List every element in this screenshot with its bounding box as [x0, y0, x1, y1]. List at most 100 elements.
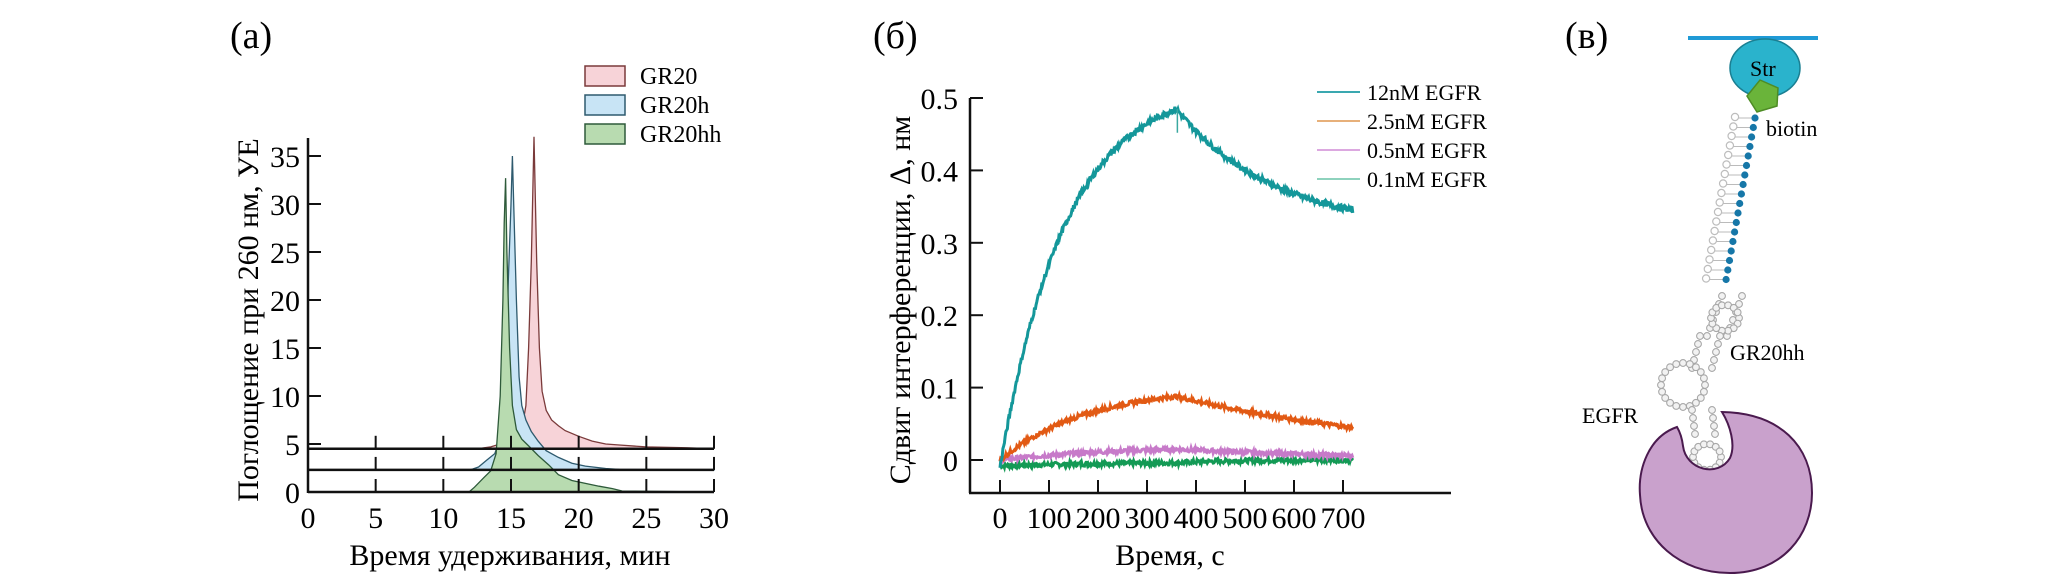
biotin-shape — [1746, 79, 1779, 113]
x-tick-label: 25 — [631, 502, 661, 535]
aptamer-nucleotide — [1723, 150, 1733, 160]
y-axis-title-b: Сдвиг интерференции, Δ, нм — [884, 116, 917, 484]
y-tick-label: 25 — [270, 237, 300, 270]
x-tick-label: 20 — [564, 502, 594, 535]
aptamer-nucleotide — [1710, 226, 1719, 236]
aptamer-nucleotide — [1705, 255, 1714, 264]
aptamer-nucleotide — [1691, 398, 1700, 407]
x-tick-label: 15 — [496, 502, 526, 535]
linker-nucleotide — [1725, 256, 1734, 265]
x-axis-title-a: Время удерживания, мин — [349, 539, 670, 572]
x-tick-label: 5 — [368, 502, 383, 535]
aptamer-nucleotide — [1727, 131, 1736, 141]
panel-label-b: (б) — [873, 15, 918, 57]
x-tick-label: 300 — [1125, 502, 1170, 535]
x-axis-title-b: Время, с — [1115, 539, 1224, 572]
aptamer-nucleotide — [1703, 264, 1713, 274]
aptamer-nucleotide — [1688, 406, 1696, 414]
aptamer-nucleotide — [1708, 236, 1718, 245]
area-series-gr20h — [307, 155, 715, 471]
aptamer-nucleotide — [1689, 414, 1697, 422]
aptamer-nucleotide — [1694, 340, 1702, 348]
linker-nucleotide — [1729, 237, 1737, 246]
aptamer-nucleotide — [1696, 393, 1705, 402]
aptamer-nucleotide — [1685, 360, 1694, 369]
y-tick-label: 0.4 — [921, 155, 959, 188]
aptamer-nucleotide — [1661, 393, 1670, 402]
legend-b: 12nM EGFR 2.5nM EGFR 0.5nM EGFR 0.1nM EGFR — [1317, 80, 1487, 192]
aptamer-nucleotide — [1718, 292, 1726, 300]
aptamer-nucleotide — [1696, 332, 1704, 340]
egfr-protein-shape — [1638, 410, 1814, 575]
y-tick-label: 0.2 — [921, 300, 959, 333]
x-tick-label: 100 — [1027, 502, 1072, 535]
y-tick-label: 35 — [270, 141, 300, 174]
linker-nucleotide — [1724, 266, 1732, 274]
aptamer-nucleotide — [1679, 403, 1687, 411]
linker-nucleotide — [1749, 123, 1757, 132]
chart-b: 00.10.20.30.40.5 0 100 200 300 400 500 600 700 … — [884, 80, 1487, 572]
y-axis-title-a: Поглощение при 260 нм, УЕ — [232, 138, 265, 501]
aptamer-nucleotide — [1735, 300, 1743, 308]
aptamer-nucleotide — [1703, 332, 1711, 340]
aptamer-nucleotide — [1712, 217, 1721, 226]
aptamer-nucleotide — [1706, 245, 1716, 255]
legend-label-gr20h: GR20h — [640, 93, 709, 119]
panel-label-a: (а) — [230, 15, 272, 57]
aptamer-nucleotide — [1716, 332, 1724, 340]
aptamer-nucleotide — [1712, 348, 1720, 356]
aptamer-nucleotide — [1672, 360, 1681, 369]
aptamer-nucleotide — [1709, 414, 1717, 422]
aptamer-nucleotide — [1699, 387, 1708, 396]
x-tick-label: 30 — [699, 502, 729, 535]
linker-nucleotide — [1741, 171, 1749, 179]
linker-nucleotide — [1731, 228, 1739, 236]
x-tick-label: 10 — [428, 502, 458, 535]
legend-label-2: 0.5nM EGFR — [1367, 138, 1487, 163]
legend-label-gr20: GR20 — [640, 64, 697, 90]
aptamer-nucleotide — [1722, 160, 1731, 169]
aptamer-nucleotide — [1730, 112, 1740, 122]
aptamer-nucleotide — [1717, 188, 1726, 198]
aptamer-nucleotide — [1710, 356, 1718, 364]
biotin-label: biotin — [1766, 116, 1817, 141]
x-tick-label: 600 — [1272, 502, 1317, 535]
aptamer-nucleotide — [1679, 359, 1687, 367]
aptamer-nucleotide — [1725, 141, 1735, 150]
aptamer-nucleotide — [1733, 308, 1742, 317]
linker-nucleotide — [1748, 133, 1756, 141]
aptamer-nucleotide — [1708, 364, 1716, 372]
aptamer-nucleotide — [1729, 122, 1738, 131]
line-series-12nm-egfr — [998, 104, 1355, 468]
streptavidin-label: Str — [1750, 56, 1776, 81]
x-tick-label: 500 — [1223, 502, 1268, 535]
legend-swatch-gr20 — [584, 65, 626, 87]
aptamer-nucleotide — [1701, 381, 1709, 389]
linker-nucleotide — [1722, 275, 1730, 284]
aptamer-nucleotide — [1718, 179, 1728, 188]
y-tick-label: 0 — [943, 445, 958, 478]
aptamer-nucleotide — [1696, 368, 1705, 377]
aptamer-nucleotide — [1666, 363, 1675, 372]
aptamer-nucleotide — [1691, 363, 1700, 372]
aptamer-nucleotide — [1658, 374, 1667, 383]
y-tick-label: 20 — [270, 285, 300, 318]
aptamer-nucleotide — [1658, 387, 1667, 396]
y-tick-label: 0.5 — [921, 83, 959, 116]
aptamer-nucleotide — [1714, 340, 1722, 348]
legend-swatch-gr20h — [584, 94, 626, 116]
aptamer-nucleotide — [1691, 430, 1699, 438]
aptamer-nucleotide — [1738, 292, 1746, 300]
aptamer-label: GR20hh — [1730, 340, 1805, 365]
y-tick-label: 5 — [285, 429, 300, 462]
x-tick-label: 700 — [1321, 502, 1366, 535]
line-series-0-5nm-egfr — [998, 442, 1355, 465]
linker-nucleotide — [1734, 209, 1742, 217]
aptamer-nucleotide — [1672, 401, 1681, 410]
aptamer-nucleotide — [1711, 430, 1719, 438]
x-tick-label: 200 — [1076, 502, 1121, 535]
linker-nucleotide — [1736, 199, 1744, 208]
aptamer-nucleotide — [1661, 368, 1670, 377]
aptamer-nucleotide — [1715, 198, 1724, 207]
area-series-gr20hh — [308, 178, 715, 493]
